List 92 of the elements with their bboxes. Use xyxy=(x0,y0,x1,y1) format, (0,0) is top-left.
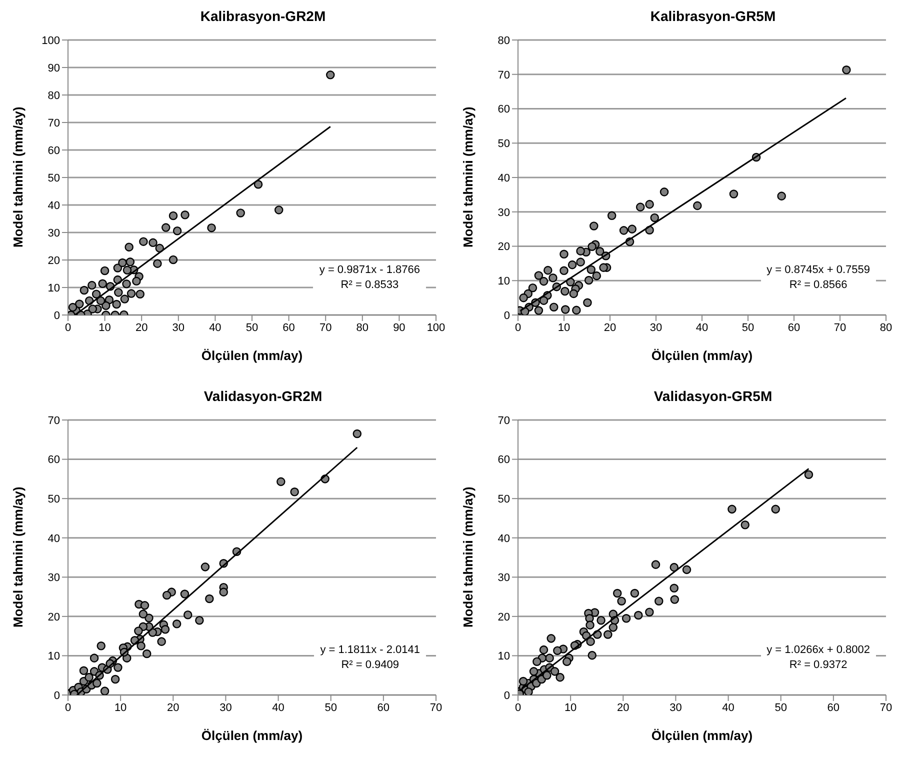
annotation: R² = 0.8533 xyxy=(340,278,400,293)
y-axis-title: Model tahmini (mm/ay) xyxy=(460,486,476,628)
x-tick-label: 40 xyxy=(272,702,284,714)
y-tick-label: 80 xyxy=(48,90,60,102)
x-tick-label: 70 xyxy=(430,702,442,714)
y-tick-label: 50 xyxy=(498,138,510,150)
y-tick-label: 70 xyxy=(48,117,60,130)
y-tick-label: 30 xyxy=(498,572,510,584)
y-axis-title: Model tahmini (mm/ay) xyxy=(10,486,26,628)
x-tick-label: 0 xyxy=(514,702,522,714)
y-tick-label: 0 xyxy=(504,310,510,322)
x-tick-label: 0 xyxy=(64,322,72,334)
x-tick-label: 0 xyxy=(514,322,522,334)
y-tick-label: 30 xyxy=(498,206,510,219)
y-tick-label: 70 xyxy=(48,414,60,427)
annotation: y = 0.8745x + 0.7559 xyxy=(766,263,870,278)
chart-title: Kalibrasyon-GR2M xyxy=(199,8,327,26)
y-tick-label: 60 xyxy=(48,454,60,466)
x-tick-label: 50 xyxy=(324,702,337,714)
y-tick-label: 90 xyxy=(48,62,60,74)
y-tick-label: 0 xyxy=(54,310,60,322)
y-tick-label: 70 xyxy=(498,69,510,82)
x-tick-label: 50 xyxy=(774,702,787,714)
y-tick-label: 10 xyxy=(48,282,60,294)
y-tick-label: 40 xyxy=(498,172,510,184)
x-tick-label: 30 xyxy=(172,322,185,334)
x-tick-label: 30 xyxy=(220,702,232,714)
y-axis-title: Model tahmini (mm/ay) xyxy=(460,106,476,248)
y-tick-label: 70 xyxy=(498,414,510,427)
y-tick-label: 30 xyxy=(48,572,60,584)
y-tick-label: 30 xyxy=(48,227,60,240)
annotation: R² = 0.9372 xyxy=(788,658,848,673)
x-tick-label: 20 xyxy=(617,702,630,714)
x-tick-label: 70 xyxy=(834,322,846,334)
y-tick-label: 40 xyxy=(498,532,510,545)
y-tick-label: 0 xyxy=(504,690,510,702)
x-tick-label: 10 xyxy=(98,322,111,334)
x-tick-label: 80 xyxy=(356,322,369,334)
x-tick-label: 50 xyxy=(246,322,258,334)
x-tick-label: 70 xyxy=(880,702,892,714)
x-tick-label: 40 xyxy=(209,322,222,334)
y-tick-label: 20 xyxy=(498,241,510,254)
x-tick-label: 40 xyxy=(696,322,708,334)
x-tick-label: 10 xyxy=(564,702,577,714)
x-tick-label: 60 xyxy=(827,702,840,714)
x-tick-label: 20 xyxy=(135,322,148,334)
x-tick-label: 80 xyxy=(880,322,892,334)
annotation: y = 1.0266x + 0.8002 xyxy=(766,643,870,658)
x-tick-label: 60 xyxy=(377,702,390,714)
x-axis-title: Ölçülen (mm/ay) xyxy=(201,348,303,363)
y-tick-label: 100 xyxy=(42,34,60,47)
annotation: R² = 0.9409 xyxy=(340,658,400,673)
x-tick-label: 60 xyxy=(788,322,800,334)
y-tick-label: 10 xyxy=(498,276,510,288)
chart-title: Kalibrasyon-GR5M xyxy=(649,8,777,26)
x-tick-label: 20 xyxy=(167,702,180,714)
chart-title: Validasyon-GR5M xyxy=(652,388,774,406)
y-tick-label: 50 xyxy=(498,493,510,506)
annotation: y = 1.1811x - 2.0141 xyxy=(320,643,420,658)
annotation: R² = 0.8566 xyxy=(788,278,848,293)
x-tick-label: 50 xyxy=(742,322,754,334)
x-tick-label: 70 xyxy=(319,322,332,334)
y-tick-label: 80 xyxy=(498,34,510,47)
x-axis-title: Ölçülen (mm/ay) xyxy=(651,348,753,363)
x-tick-label: 10 xyxy=(558,322,570,334)
x-tick-label: 0 xyxy=(64,702,72,714)
x-axis-title: Ölçülen (mm/ay) xyxy=(201,728,303,743)
y-tick-label: 20 xyxy=(48,254,60,267)
chart-title: Validasyon-GR2M xyxy=(202,388,324,406)
y-axis-title: Model tahmini (mm/ay) xyxy=(10,106,26,248)
y-tick-label: 10 xyxy=(48,650,60,663)
y-tick-label: 40 xyxy=(48,532,60,545)
x-tick-label: 10 xyxy=(114,702,127,714)
x-tick-label: 20 xyxy=(604,322,616,334)
x-tick-label: 60 xyxy=(282,322,295,334)
y-tick-label: 40 xyxy=(48,200,60,212)
x-tick-label: 40 xyxy=(722,702,734,714)
x-tick-label: 100 xyxy=(426,322,446,334)
y-tick-label: 60 xyxy=(498,454,510,466)
y-tick-label: 50 xyxy=(48,172,60,184)
y-tick-label: 0 xyxy=(54,690,60,702)
y-tick-label: 60 xyxy=(48,144,60,157)
x-tick-label: 30 xyxy=(650,322,662,334)
x-tick-label: 90 xyxy=(393,322,406,334)
annotation: y = 0.9871x - 1.8766 xyxy=(319,263,420,278)
y-tick-label: 50 xyxy=(48,493,60,506)
y-tick-label: 10 xyxy=(498,650,510,663)
y-tick-label: 20 xyxy=(48,611,60,624)
y-tick-label: 20 xyxy=(498,611,510,624)
x-axis-title: Ölçülen (mm/ay) xyxy=(651,728,753,743)
y-tick-label: 60 xyxy=(498,104,510,116)
x-tick-label: 30 xyxy=(670,702,682,714)
